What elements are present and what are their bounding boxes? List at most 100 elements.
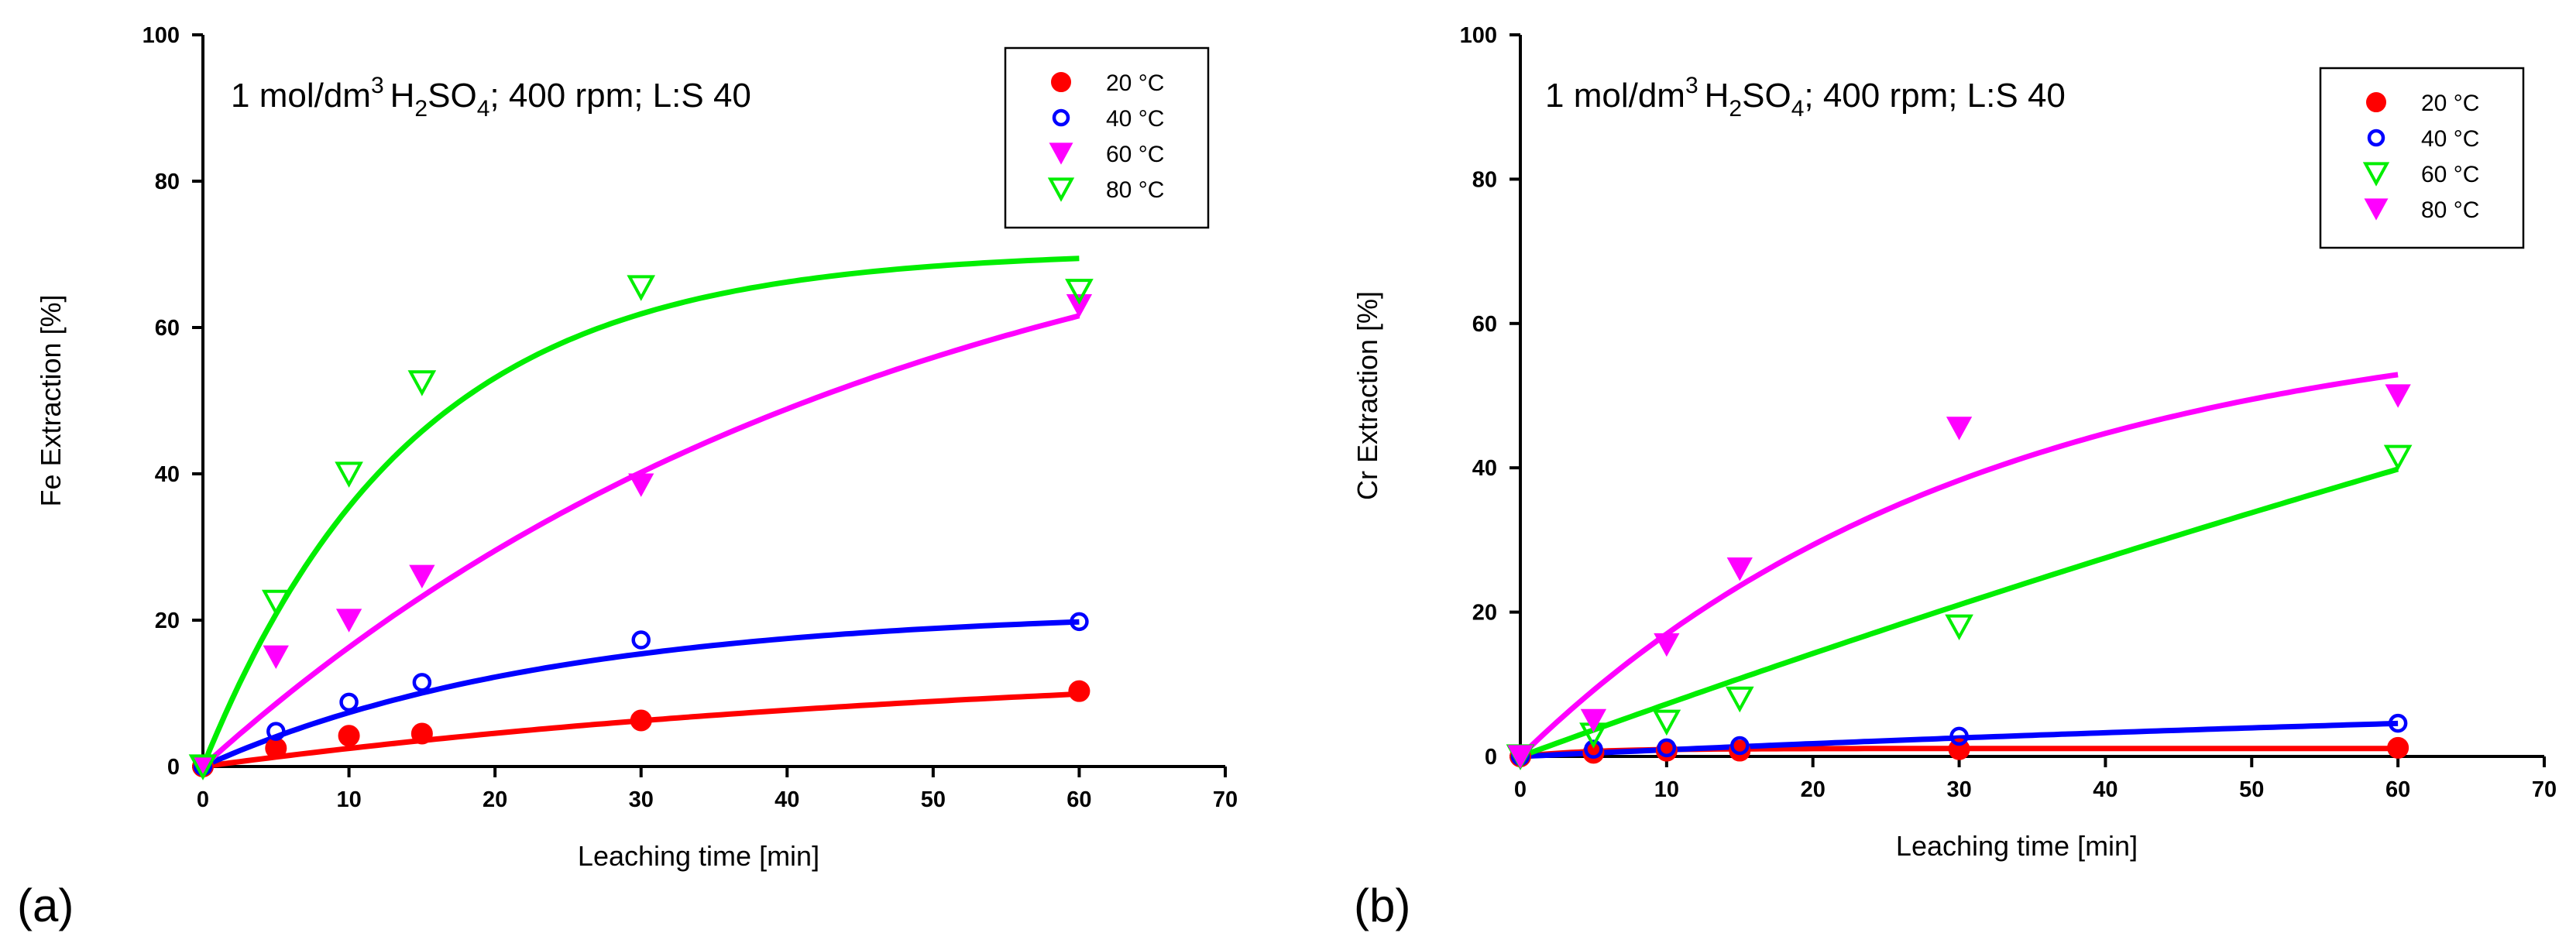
annotation-text: 1 mol/dm: [1545, 77, 1685, 115]
x-tick-label: 10: [336, 787, 361, 812]
x-tick-label: 0: [197, 787, 209, 812]
annotation-subscript: 4: [477, 96, 490, 122]
data-point-series-1: [1657, 738, 1677, 758]
legend-box: [2319, 67, 2525, 249]
legend-label: 20 °C: [1106, 70, 1164, 96]
y-tick-label: 0: [167, 755, 180, 780]
y-tick-label: 100: [143, 23, 180, 48]
data-point-series-1: [412, 673, 432, 692]
fit-curve-series-2: [201, 313, 1080, 769]
data-point-series-0: [265, 737, 287, 760]
y-tick-label: 80: [155, 170, 180, 194]
x-tick-label: 40: [2093, 777, 2117, 802]
conditions-annotation: 1 mol/dm3 H2SO4; 400 rpm; L:S 40: [231, 73, 751, 122]
legend-box: [1004, 46, 1210, 229]
x-axis-title: Leaching time [min]: [1896, 830, 2138, 862]
data-point-series-3: [1507, 745, 1534, 769]
data-point-series-3: [1065, 279, 1094, 305]
data-point-series-2: [2383, 444, 2413, 472]
x-tick-label: 50: [921, 787, 946, 812]
x-tick-label: 70: [1213, 787, 1238, 812]
x-tick-label: 60: [2385, 777, 2410, 802]
annotation-superscript: 3: [1685, 73, 1698, 98]
data-point-series-3: [627, 275, 656, 301]
data-point-series-3: [1580, 708, 1607, 733]
data-point-series-2: [263, 645, 289, 669]
data-point-series-1: [631, 630, 651, 650]
legend-label: 80 °C: [1106, 177, 1164, 203]
data-point-series-1: [266, 722, 286, 741]
fit-curve-series-2: [1519, 466, 2399, 760]
y-tick-label: 40: [1472, 456, 1497, 481]
x-tick-label: 40: [775, 787, 799, 812]
legend-label: 60 °C: [1106, 142, 1164, 167]
panel-label: (a): [17, 880, 74, 931]
conditions-annotation: 1 mol/dm3 H2SO4; 400 rpm; L:S 40: [1545, 73, 2066, 122]
panel-a: 0 10 20 30 40 50 60 70 0 20 40 60 80 100 Leaching time…: [17, 23, 1238, 931]
annotation-text: SO: [1742, 77, 1791, 115]
data-point-series-3: [407, 370, 437, 396]
y-tick-label: 100: [1460, 23, 1497, 48]
data-point-series-1: [1070, 612, 1089, 632]
data-point-series-2: [335, 609, 362, 633]
data-point-series-0: [2387, 736, 2409, 759]
x-axis-title: Leaching time [min]: [578, 840, 819, 872]
y-tick-label: 40: [155, 462, 180, 487]
annotation-subscript: 2: [1729, 96, 1742, 122]
annotation-superscript: 3: [371, 73, 384, 98]
data-point-series-1: [339, 692, 359, 712]
data-point-series-2: [628, 473, 654, 497]
annotation-text: SO: [428, 77, 477, 115]
data-point-series-3: [1946, 417, 1973, 441]
panel-b: 0 10 20 30 40 50 60 70 0 20 40 60 80 100 Leaching time…: [1352, 23, 2557, 931]
x-tick-label: 50: [2239, 777, 2264, 802]
x-tick-label: 20: [483, 787, 507, 812]
y-axis-title: Fe Extraction [%]: [35, 294, 67, 506]
legend-label: 40 °C: [1106, 106, 1164, 132]
data-point-series-3: [1726, 557, 1753, 581]
legend-marker: [2362, 162, 2390, 187]
annotation-text: 1 mol/dm: [231, 77, 371, 115]
legend-label: 40 °C: [2421, 126, 2479, 152]
data-point-series-0: [630, 709, 652, 732]
x-tick-label: 30: [1946, 777, 1971, 802]
data-point-series-1: [1949, 726, 1969, 746]
y-tick-label: 20: [1472, 601, 1497, 626]
annotation-subscript: 4: [1791, 96, 1805, 122]
data-point-series-3: [335, 461, 363, 488]
annotation-text: ; 400 rpm; L:S 40: [489, 77, 751, 115]
data-point-series-3: [2385, 384, 2411, 408]
legend-marker: [2367, 129, 2385, 147]
y-tick-label: 60: [1472, 312, 1497, 337]
data-point-series-0: [410, 722, 433, 745]
annotation-text: H: [1705, 77, 1729, 115]
legend-marker: [2364, 198, 2389, 221]
fit-curve-series-1: [201, 619, 1080, 770]
data-point-series-2: [1652, 709, 1681, 736]
x-tick-label: 70: [2532, 777, 2557, 802]
data-point-series-2: [1725, 686, 1754, 713]
y-tick-label: 0: [1485, 745, 1497, 770]
annotation-text: H: [390, 77, 415, 115]
annotation-text: ; 400 rpm; L:S 40: [1804, 77, 2066, 115]
x-tick-label: 20: [1801, 777, 1826, 802]
y-tick-label: 20: [155, 609, 180, 633]
x-tick-label: 0: [1514, 777, 1527, 802]
data-point-series-3: [1654, 633, 1680, 657]
y-tick-label: 60: [155, 316, 180, 341]
legend-marker: [1047, 177, 1075, 202]
data-point-series-0: [338, 725, 360, 747]
y-axis-title: Cr Extraction [%]: [1352, 291, 1383, 500]
legend-marker: [2366, 92, 2386, 112]
data-point-series-0: [1729, 739, 1751, 762]
x-tick-label: 10: [1654, 777, 1679, 802]
legend-marker: [1049, 142, 1073, 165]
panel-label: (b): [1354, 880, 1410, 931]
data-point-series-0: [1068, 680, 1091, 702]
legend-label: 80 °C: [2421, 197, 2479, 223]
legend-marker: [1051, 72, 1071, 92]
legend-label: 60 °C: [2421, 162, 2479, 187]
data-point-series-2: [1066, 294, 1093, 318]
data-point-series-3: [188, 754, 218, 780]
